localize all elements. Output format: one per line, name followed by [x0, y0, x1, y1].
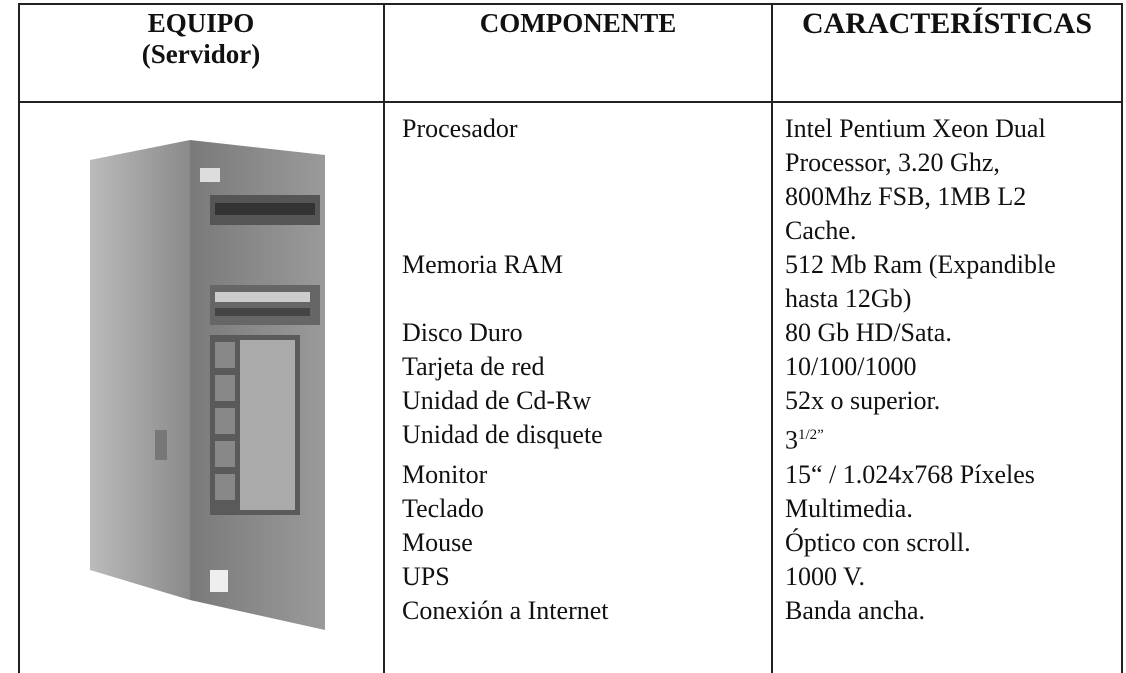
characteristic-line: 800Mhz FSB, 1MB L2 — [785, 182, 1027, 211]
table-border — [18, 3, 20, 673]
header-title: EQUIPO — [147, 8, 255, 38]
characteristics-cell: Intel Pentium Xeon Dual Processor, 3.20 G… — [785, 112, 1126, 248]
header-title: COMPONENTE — [479, 8, 677, 38]
component-cell: Conexión a Internet — [402, 595, 609, 625]
characteristics-cell: 1000 V. — [785, 560, 1126, 594]
characteristic-line: hasta 12Gb) — [785, 284, 912, 313]
component-cell: Tarjeta de red — [402, 352, 545, 381]
characteristics-cell: 10/100/1000 — [785, 350, 1126, 384]
characteristics-cell: 52x o superior. — [785, 384, 1126, 418]
table-row: UPS 1000 V. — [0, 560, 1126, 594]
characteristic-line: 1000 V. — [785, 561, 865, 591]
characteristic-line: Banda ancha. — [785, 595, 926, 625]
characteristic-base: 3 — [785, 425, 798, 455]
component-cell: Procesador — [402, 114, 518, 143]
characteristics-cell: 15“ / 1.024x768 Píxeles — [785, 458, 1126, 492]
table-border — [18, 3, 1123, 5]
server-image — [90, 140, 325, 630]
component-cell: Teclado — [402, 493, 484, 523]
table-body: Procesador Intel Pentium Xeon Dual Process… — [0, 112, 1126, 628]
table-row: Tarjeta de red 10/100/1000 — [0, 350, 1126, 384]
characteristic-line: Óptico con scroll. — [785, 527, 971, 557]
characteristics-cell: 512 Mb Ram (Expandible hasta 12Gb) — [785, 248, 1126, 316]
characteristic-line: Processor, 3.20 Ghz, — [785, 148, 1000, 177]
component-cell: Unidad de disquete — [402, 420, 603, 449]
table-row: Mouse Óptico con scroll. — [0, 526, 1126, 560]
table-row: Conexión a Internet Banda ancha. — [0, 594, 1126, 628]
table-row: Memoria RAM 512 Mb Ram (Expandible hasta 1… — [0, 248, 1126, 316]
header-subtitle: (Servidor) — [141, 39, 261, 69]
characteristic-line: Cache. — [785, 216, 857, 245]
table-border — [1121, 3, 1123, 673]
component-cell: UPS — [402, 561, 450, 591]
component-cell: Unidad de Cd-Rw — [402, 386, 592, 415]
table-row: Unidad de disquete 31/2” — [0, 418, 1126, 458]
table-row: Unidad de Cd-Rw 52x o superior. — [0, 384, 1126, 418]
characteristic-line: Multimedia. — [785, 493, 913, 523]
column-border — [771, 3, 773, 673]
table-row: Monitor 15“ / 1.024x768 Píxeles — [0, 458, 1126, 492]
characteristic-line: 80 Gb HD/Sata. — [785, 318, 952, 347]
table-row: Disco Duro 80 Gb HD/Sata. — [0, 316, 1126, 350]
component-cell: Mouse — [402, 527, 473, 557]
header-title: CARACTERÍSTICAS — [801, 7, 1093, 40]
component-cell: Monitor — [402, 459, 488, 489]
characteristic-line: Intel Pentium Xeon Dual — [785, 114, 1046, 143]
column-border — [383, 3, 385, 673]
characteristic-line: 52x o superior. — [785, 386, 941, 415]
characteristic-line: 512 Mb Ram (Expandible — [785, 250, 1056, 279]
characteristics-cell: Óptico con scroll. — [785, 526, 1126, 560]
characteristics-cell: 31/2” — [785, 418, 1126, 458]
characteristic-superscript: 1/2” — [798, 427, 824, 443]
table-row: Procesador Intel Pentium Xeon Dual Process… — [0, 112, 1126, 248]
characteristic-line: 31/2” — [785, 418, 1126, 458]
header-border — [18, 101, 1123, 103]
component-cell: Memoria RAM — [402, 250, 564, 279]
characteristic-line: 15“ / 1.024x768 Píxeles — [785, 459, 1035, 489]
characteristic-line: 10/100/1000 — [785, 352, 917, 381]
characteristics-cell: Multimedia. — [785, 492, 1126, 526]
characteristics-cell: 80 Gb HD/Sata. — [785, 316, 1126, 350]
component-cell: Disco Duro — [402, 318, 523, 347]
characteristics-cell: Banda ancha. — [785, 594, 1126, 628]
header-cell: EQUIPO (Servidor) — [20, 8, 382, 70]
table-row: Teclado Multimedia. — [0, 492, 1126, 526]
